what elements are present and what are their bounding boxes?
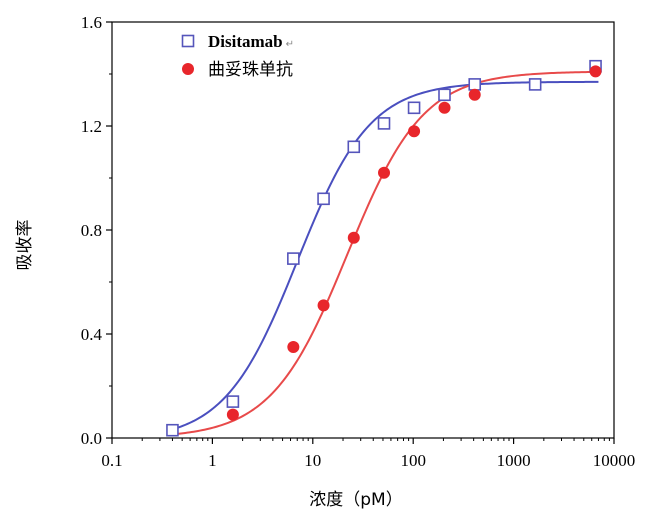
y-tick-label-4: 1.6 bbox=[81, 13, 102, 32]
point-series1-4 bbox=[378, 166, 391, 179]
legend-label-0: Disitamab ↵ bbox=[208, 32, 294, 51]
point-series1-7 bbox=[468, 88, 481, 101]
fit-curve-0 bbox=[172, 80, 599, 431]
point-series0-0 bbox=[166, 423, 179, 437]
point-series1-0 bbox=[226, 408, 239, 421]
point-series0-6 bbox=[407, 101, 421, 115]
point-series0-1 bbox=[226, 395, 240, 408]
point-series1-1 bbox=[287, 341, 300, 353]
point-series0-4 bbox=[347, 140, 361, 154]
x-tick-label-4: 1000 bbox=[497, 451, 531, 470]
x-axis-label: 浓度（pM） bbox=[309, 490, 402, 510]
x-tick-label-2: 10 bbox=[304, 451, 321, 470]
legend-marker-0 bbox=[181, 34, 195, 48]
x-tick-label-5: 10000 bbox=[593, 451, 636, 470]
legend-suffix-0: ↵ bbox=[286, 39, 294, 50]
y-tick-label-2: 0.8 bbox=[81, 221, 102, 240]
y-tick-label-0: 0.0 bbox=[81, 429, 102, 448]
y-tick-label-3: 1.2 bbox=[81, 117, 102, 136]
legend-label-1: 曲妥珠单抗 bbox=[208, 60, 293, 79]
point-series1-2 bbox=[317, 299, 330, 312]
point-series1-5 bbox=[408, 125, 421, 138]
data-markers bbox=[166, 59, 602, 437]
point-series1-6 bbox=[438, 101, 451, 114]
axes: 0.1 1 10 100 1000 10000 0.0 0.4 0.8 1.2 1.6 bbox=[81, 13, 636, 470]
x-tick-label-1: 1 bbox=[208, 451, 217, 470]
point-series0-5 bbox=[377, 117, 391, 130]
legend: Disitamab ↵ 曲妥珠单抗 bbox=[181, 32, 294, 79]
x-tick-label-3: 100 bbox=[400, 451, 426, 470]
point-series0-3 bbox=[317, 192, 330, 206]
x-tick-label-0: 0.1 bbox=[101, 451, 122, 470]
y-tick-label-1: 0.4 bbox=[81, 325, 103, 344]
point-series0-7 bbox=[438, 88, 451, 102]
point-series0-8 bbox=[468, 78, 482, 91]
point-series0-9 bbox=[528, 78, 542, 91]
point-series1-8 bbox=[589, 65, 602, 78]
point-series1-3 bbox=[347, 231, 360, 244]
point-series0-2 bbox=[287, 252, 300, 265]
y-axis-label: 吸收率 bbox=[15, 220, 35, 271]
legend-marker-1 bbox=[182, 63, 194, 75]
